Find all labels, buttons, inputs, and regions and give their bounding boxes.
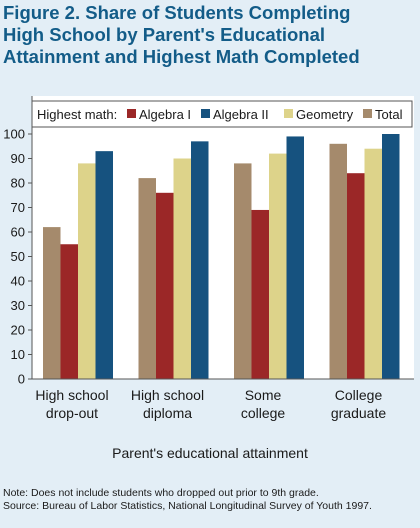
footnotes: Note: Does not include students who drop… <box>3 487 417 512</box>
x-tick-label: High school <box>131 387 204 403</box>
legend-label-algebra-ii: Algebra II <box>213 107 269 122</box>
y-tick-label: 70 <box>11 200 25 215</box>
y-tick-label: 80 <box>11 176 25 191</box>
legend-title: Highest math: <box>37 107 117 122</box>
y-tick-label: 60 <box>11 225 25 240</box>
bar-group <box>43 134 400 379</box>
bar-geometry-college-graduate <box>364 148 382 379</box>
y-tick-label: 30 <box>11 298 25 313</box>
bar-geometry-some-college <box>269 153 287 379</box>
x-tick-label: High school <box>35 387 108 403</box>
y-tick-label: 50 <box>11 249 25 264</box>
y-tick-label: 100 <box>3 127 25 142</box>
x-tick-label: diploma <box>143 405 192 421</box>
bar-algebra-ii-high-school-drop-out <box>95 151 113 379</box>
bar-algebra-i-high-school-diploma <box>156 192 174 379</box>
bar-geometry-high-school-diploma <box>173 158 191 379</box>
y-tick-label: 90 <box>11 151 25 166</box>
source-text: Source: Bureau of Labor Statistics, Nati… <box>3 499 372 512</box>
legend-swatch-algebra-ii <box>201 109 210 118</box>
y-axis: 0 10 20 30 40 50 60 70 80 90 100 <box>3 96 414 387</box>
y-tick-label: 20 <box>11 323 25 338</box>
bar-algebra-i-high-school-drop-out <box>60 244 78 379</box>
bar-geometry-high-school-drop-out <box>78 163 96 379</box>
y-tick-label: 10 <box>11 347 25 362</box>
y-tick-label: 0 <box>18 372 25 387</box>
bar-algebra-i-some-college <box>251 209 269 379</box>
bar-algebra-ii-college-graduate <box>382 134 400 379</box>
legend-label-total: Total <box>375 107 403 122</box>
bar-algebra-ii-some-college <box>286 136 304 379</box>
x-tick-label: College <box>335 387 383 403</box>
bar-chart: 0 10 20 30 40 50 60 70 80 90 100 High school drop-o… <box>3 96 414 421</box>
legend-label-algebra-i: Algebra I <box>139 107 191 122</box>
x-axis: High school drop-out High school diploma Som… <box>35 387 386 421</box>
note-text: Note: Does not include students who drop… <box>3 487 319 499</box>
figure-title: Figure 2. Share of Students Completing H… <box>3 2 360 67</box>
bar-total-college-graduate <box>329 143 347 379</box>
x-tick-label: graduate <box>331 405 386 421</box>
bar-algebra-i-college-graduate <box>347 173 365 379</box>
x-tick-label: college <box>241 405 286 421</box>
legend-swatch-algebra-i <box>127 109 136 118</box>
y-tick-label: 40 <box>11 274 25 289</box>
x-tick-label: Some <box>245 387 282 403</box>
legend-box <box>31 100 413 128</box>
bar-total-some-college <box>234 163 252 379</box>
legend-label-geometry: Geometry <box>296 107 354 122</box>
bar-algebra-ii-high-school-diploma <box>191 141 209 379</box>
legend: Highest math: Algebra I Algebra II Geometry… <box>31 100 413 128</box>
bar-total-high-school-diploma <box>138 178 156 379</box>
legend-swatch-total <box>363 109 372 118</box>
bar-total-high-school-drop-out <box>43 227 61 379</box>
x-axis-label: Parent's educational attainment <box>112 445 308 461</box>
legend-swatch-geometry <box>284 109 293 118</box>
x-tick-label: drop-out <box>46 405 98 421</box>
